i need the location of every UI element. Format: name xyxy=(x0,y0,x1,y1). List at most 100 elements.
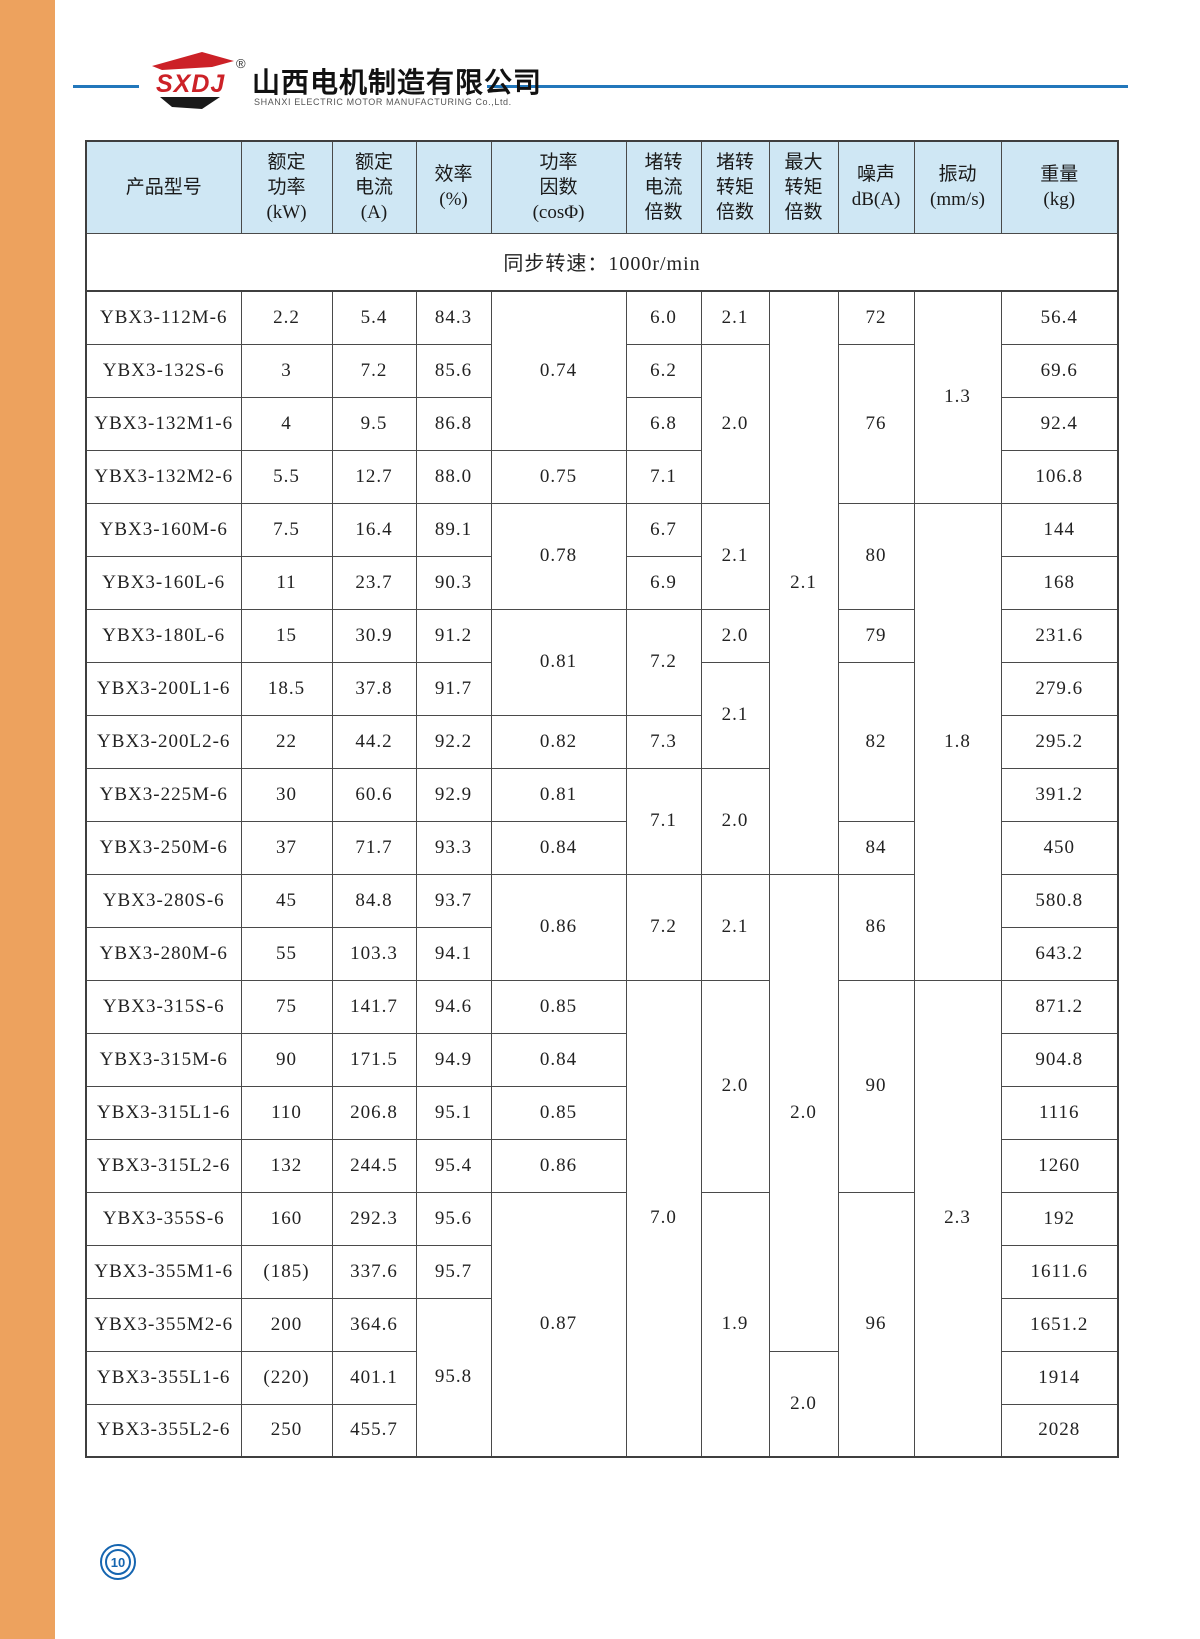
cell-model: YBX3-315L2-6 xyxy=(85,1138,242,1193)
table-row: YBX3-280S-6 45 84.8 93.7 0.86 7.2 2.1 2.0 86 580.… xyxy=(85,873,1119,1352)
table-row: YBX3-225M-6 30 60.6 92.9 0.81 7.1 2.0 391.2 xyxy=(85,767,1119,875)
logo-text: SXDJ xyxy=(156,70,226,98)
table-row: YBX3-280M-6 55 103.3 94.1 643.2 xyxy=(85,926,1119,981)
cell-efficiency: 91.2 xyxy=(415,608,492,663)
table-row: YBX3-315L2-6 132 244.5 95.4 0.86 1260 xyxy=(85,1138,1119,1193)
cell-weight: 168 xyxy=(1000,555,1119,610)
cell-model: YBX3-180L-6 xyxy=(85,608,242,663)
cell-locked-rotor-current-ratio: 7.0 xyxy=(625,979,702,1458)
cell-noise: 90 xyxy=(837,979,915,1193)
cell-rated-current: 84.8 xyxy=(331,873,417,928)
left-accent-strip xyxy=(0,0,55,1639)
cell-model: YBX3-280S-6 xyxy=(85,873,242,928)
column-header-rated-current: 额定 电流 (A) xyxy=(331,140,417,234)
cell-model: YBX3-315S-6 xyxy=(85,979,242,1034)
cell-weight: 231.6 xyxy=(1000,608,1119,663)
cell-rated-current: 103.3 xyxy=(331,926,417,981)
cell-efficiency: 95.8 xyxy=(415,1297,492,1458)
cell-max-torque-ratio: 2.0 xyxy=(768,1350,839,1458)
cell-noise: 84 xyxy=(837,820,915,875)
cell-efficiency: 95.1 xyxy=(415,1085,492,1140)
column-header-efficiency: 效率 (%) xyxy=(415,140,492,234)
cell-rated-power: 200 xyxy=(240,1297,333,1352)
cell-efficiency: 86.8 xyxy=(415,396,492,451)
cell-model: YBX3-355M2-6 xyxy=(85,1297,242,1352)
logo-mark-icon xyxy=(152,52,234,109)
cell-rated-current: 16.4 xyxy=(331,502,417,557)
column-header-noise: 噪声 dB(A) xyxy=(837,140,915,234)
cell-rated-power: 7.5 xyxy=(240,502,333,557)
cell-rated-current: 7.2 xyxy=(331,343,417,398)
cell-weight: 1116 xyxy=(1000,1085,1119,1140)
cell-efficiency: 95.6 xyxy=(415,1191,492,1246)
cell-rated-power: 5.5 xyxy=(240,449,333,504)
cell-locked-rotor-torque-ratio: 2.0 xyxy=(700,608,770,663)
cell-locked-rotor-torque-ratio: 1.9 xyxy=(700,1191,770,1458)
cell-model: YBX3-112M-6 xyxy=(85,290,242,345)
cell-rated-current: 37.8 xyxy=(331,661,417,716)
cell-locked-rotor-torque-ratio: 2.0 xyxy=(700,979,770,1193)
table-header-row: 产品型号 额定 功率 (kW) 额定 电流 (A) 效率 (%) 功率 因数 (cosΦ) 堵转 电流 倍数… xyxy=(85,140,1119,234)
cell-rated-power: 4 xyxy=(240,396,333,451)
cell-efficiency: 93.7 xyxy=(415,873,492,928)
cell-model: YBX3-250M-6 xyxy=(85,820,242,875)
cell-vibration: 2.3 xyxy=(913,979,1002,1458)
cell-noise: 80 xyxy=(837,502,915,610)
cell-power-factor: 0.87 xyxy=(490,1191,627,1458)
cell-weight: 2028 xyxy=(1000,1403,1119,1458)
cell-model: YBX3-315L1-6 xyxy=(85,1085,242,1140)
section-title-row: 同步转速：1000r/min xyxy=(85,232,1119,292)
cell-weight: 1611.6 xyxy=(1000,1244,1119,1299)
table-row: YBX3-250M-6 37 71.7 93.3 0.84 84 450 xyxy=(85,820,1119,875)
cell-rated-power: 18.5 xyxy=(240,661,333,716)
cell-locked-rotor-current-ratio: 6.9 xyxy=(625,555,702,610)
header-rule-left xyxy=(73,85,139,88)
cell-locked-rotor-torque-ratio: 2.1 xyxy=(700,502,770,610)
cell-locked-rotor-current-ratio: 6.8 xyxy=(625,396,702,451)
cell-efficiency: 95.4 xyxy=(415,1138,492,1193)
table-row: YBX3-200L2-6 22 44.2 92.2 0.82 7.3 295.2 xyxy=(85,714,1119,769)
cell-noise: 72 xyxy=(837,290,915,345)
cell-efficiency: 92.9 xyxy=(415,767,492,822)
cell-rated-current: 337.6 xyxy=(331,1244,417,1299)
cell-rated-current: 23.7 xyxy=(331,555,417,610)
table-row: YBX3-180L-6 15 30.9 91.2 0.81 7.2 2.0 79 231.6 xyxy=(85,608,1119,716)
cell-rated-power: 55 xyxy=(240,926,333,981)
cell-rated-current: 455.7 xyxy=(331,1403,417,1458)
cell-rated-power: 15 xyxy=(240,608,333,663)
cell-power-factor: 0.85 xyxy=(490,979,627,1034)
cell-rated-current: 292.3 xyxy=(331,1191,417,1246)
cell-weight: 1651.2 xyxy=(1000,1297,1119,1352)
table-row: YBX3-112M-6 2.2 5.4 84.3 0.74 6.0 2.1 2.1 72 1.3 5… xyxy=(85,290,1119,875)
column-header-power-factor: 功率 因数 (cosΦ) xyxy=(490,140,627,234)
section-title: 同步转速：1000r/min xyxy=(85,232,1119,292)
cell-noise: 76 xyxy=(837,343,915,504)
cell-weight: 391.2 xyxy=(1000,767,1119,822)
cell-weight: 295.2 xyxy=(1000,714,1119,769)
cell-rated-power: 11 xyxy=(240,555,333,610)
cell-efficiency: 92.2 xyxy=(415,714,492,769)
cell-locked-rotor-torque-ratio: 2.1 xyxy=(700,661,770,769)
cell-noise: 82 xyxy=(837,661,915,822)
cell-locked-rotor-current-ratio: 6.0 xyxy=(625,290,702,345)
header-rule-right xyxy=(487,85,1128,88)
cell-model: YBX3-355S-6 xyxy=(85,1191,242,1246)
cell-rated-power: (220) xyxy=(240,1350,333,1405)
cell-max-torque-ratio: 2.0 xyxy=(768,873,839,1352)
cell-model: YBX3-355L2-6 xyxy=(85,1403,242,1458)
cell-rated-current: 171.5 xyxy=(331,1032,417,1087)
cell-rated-current: 206.8 xyxy=(331,1085,417,1140)
page-number-badge: 10 xyxy=(100,1544,136,1580)
cell-power-factor: 0.81 xyxy=(490,767,627,822)
page-number: 10 xyxy=(105,1549,131,1575)
cell-model: YBX3-200L2-6 xyxy=(85,714,242,769)
cell-weight: 643.2 xyxy=(1000,926,1119,981)
cell-model: YBX3-132M1-6 xyxy=(85,396,242,451)
cell-weight: 69.6 xyxy=(1000,343,1119,398)
cell-weight: 192 xyxy=(1000,1191,1119,1246)
cell-rated-power: 2.2 xyxy=(240,290,333,345)
cell-power-factor: 0.86 xyxy=(490,1138,627,1193)
cell-weight: 279.6 xyxy=(1000,661,1119,716)
cell-efficiency: 85.6 xyxy=(415,343,492,398)
